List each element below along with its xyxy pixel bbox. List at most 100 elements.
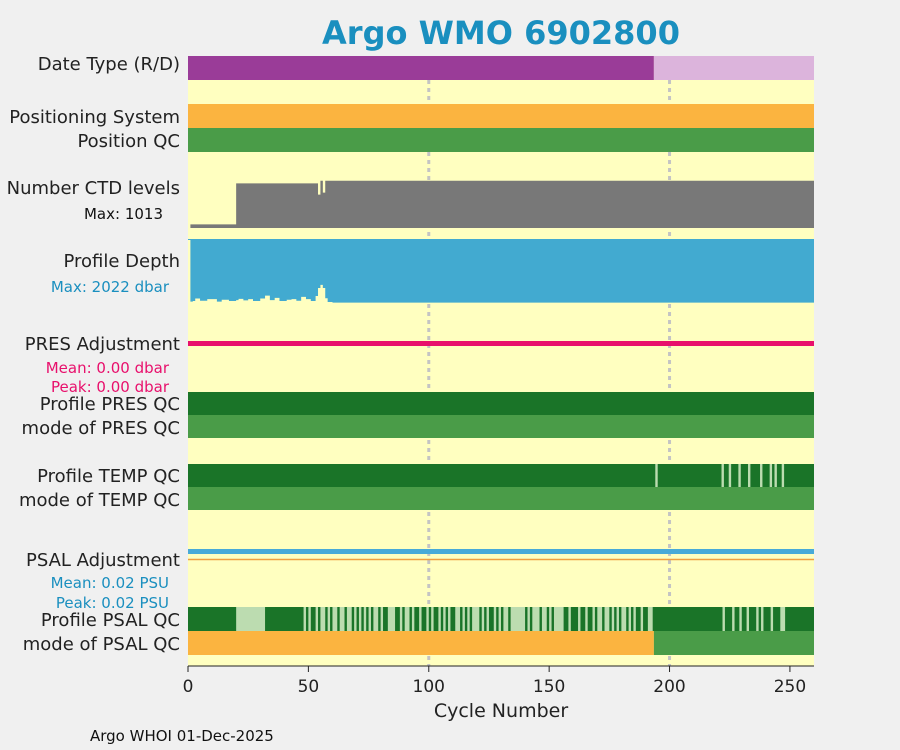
profile-psal-qc-flag xyxy=(387,607,396,631)
profile-psal-qc-flag xyxy=(493,607,497,631)
footer-credit: Argo WHOI 01-Dec-2025 xyxy=(90,727,274,745)
position-qc-segment xyxy=(188,128,814,152)
profile-psal-qc-flag xyxy=(380,607,384,631)
profile-psal-qc-flag xyxy=(756,607,759,631)
profile-psal-qc-flag xyxy=(633,607,636,631)
label-psal-adjustment: PSAL Adjustment xyxy=(26,550,180,571)
ctd-levels-series xyxy=(190,180,814,228)
profile-psal-qc-flag xyxy=(611,607,615,631)
profile-psal-qc-flag xyxy=(448,607,451,631)
profile-temp-qc-flag xyxy=(781,464,785,487)
chart-title: Argo WMO 6902800 xyxy=(322,14,680,52)
profile-psal-qc-flag xyxy=(472,607,480,631)
profile-psal-qc-flag xyxy=(592,607,595,631)
profile-psal-qc-flag xyxy=(761,607,764,631)
label-pres-adjustment: PRES Adjustment xyxy=(25,334,180,355)
profile-psal-qc-flag xyxy=(404,607,410,631)
profile-psal-qc-flag xyxy=(426,607,429,631)
x-axis: 0 50 100 150 200 250 xyxy=(183,665,814,697)
profile-temp-qc-flag xyxy=(721,464,724,487)
profile-psal-qc-flag xyxy=(628,607,632,631)
mode-psal-qc-segment xyxy=(188,631,654,655)
profile-psal-qc-flag xyxy=(604,607,610,631)
profile-psal-qc-flag xyxy=(327,607,331,631)
profile-psal-qc-flag xyxy=(568,607,571,631)
profile-psal-qc-flag xyxy=(770,607,774,631)
mode-pres-qc-segment xyxy=(188,415,814,438)
x-tick-label: 50 xyxy=(298,677,320,697)
label-profile-pres-qc: Profile PRES QC xyxy=(40,394,180,415)
profile-psal-qc-flag xyxy=(553,607,564,631)
date-type-segment xyxy=(653,56,814,80)
profile-psal-qc-flag xyxy=(236,607,266,631)
profile-temp-qc-flag xyxy=(738,464,741,487)
profile-psal-qc-flag xyxy=(368,607,371,631)
cycle-gridlines xyxy=(427,56,672,666)
profile-psal-qc-flag xyxy=(455,607,461,631)
label-date-type: Date Type (R/D) xyxy=(38,54,180,75)
profile-psal-qc-flag xyxy=(722,607,725,631)
profile-psal-qc-flag xyxy=(363,607,367,631)
profile-psal-qc-flag xyxy=(532,607,540,631)
profile-psal-qc-flag xyxy=(462,607,465,631)
plot-area xyxy=(188,56,814,666)
profile-psal-qc-flag xyxy=(354,607,357,631)
label-ctd-levels: Number CTD levels xyxy=(7,178,180,199)
profile-psal-qc-flag xyxy=(647,607,653,631)
profile-psal-qc-flag xyxy=(597,607,603,631)
profile-temp-qc-segment xyxy=(188,464,814,487)
profile-temp-qc-flag xyxy=(774,464,777,487)
label-positioning-system: Positioning System xyxy=(9,107,180,128)
date-type-segment xyxy=(188,56,654,80)
profile-psal-qc-flag xyxy=(308,607,311,631)
profile-psal-qc-flag xyxy=(578,607,581,631)
mode-temp-qc-segment xyxy=(188,487,814,510)
profile-psal-qc-flag xyxy=(431,607,434,631)
row-labels: Date Type (R/D) Positioning System Posit… xyxy=(7,54,180,655)
x-tick-label: 0 xyxy=(183,677,194,697)
x-tick-label: 100 xyxy=(413,677,445,697)
profile-psal-qc-flag xyxy=(746,607,749,631)
label-mode-psal-qc: mode of PSAL QC xyxy=(23,634,180,655)
profile-temp-qc-flag xyxy=(760,464,763,487)
profile-psal-qc-flag xyxy=(481,607,485,631)
profile-psal-qc-flag xyxy=(780,607,786,631)
pres-adjustment-peak: Peak: 0.00 dbar xyxy=(51,378,170,396)
x-tick-label: 250 xyxy=(774,677,806,697)
profile-temp-qc-flag xyxy=(728,464,732,487)
profile-psal-qc-flag xyxy=(527,607,530,631)
profile-psal-qc-flag xyxy=(303,607,306,631)
label-profile-temp-qc: Profile TEMP QC xyxy=(37,466,180,487)
x-axis-title: Cycle Number xyxy=(434,700,568,722)
label-position-qc: Position QC xyxy=(77,131,180,152)
profile-psal-qc-flag xyxy=(732,607,735,631)
profile-temp-qc-flag xyxy=(655,464,658,487)
profile-psal-qc-flag xyxy=(621,607,627,631)
profile-psal-qc-flag xyxy=(486,607,489,631)
profile-pres-qc-segment xyxy=(188,392,814,415)
profile-psal-qc-flag xyxy=(541,607,547,631)
profile-psal-qc-flag xyxy=(467,607,470,631)
profile-psal-qc-flag xyxy=(585,607,588,631)
profile-psal-qc-flag xyxy=(411,607,415,631)
label-mode-pres-qc: mode of PRES QC xyxy=(22,418,180,439)
profile-psal-qc-flag xyxy=(315,607,319,631)
positioning-system-segment xyxy=(188,104,814,128)
profile-psal-qc-flag xyxy=(616,607,619,631)
profile-depth-max: Max: 2022 dbar xyxy=(51,278,170,296)
profile-psal-qc-flag xyxy=(320,607,326,631)
psal-adjustment-peak: Peak: 0.02 PSU xyxy=(56,594,169,612)
profile-psal-qc-flag xyxy=(739,607,742,631)
profile-psal-qc-flag xyxy=(346,607,352,631)
profile-psal-qc-flag xyxy=(510,607,526,631)
x-tick-label: 150 xyxy=(533,677,565,697)
profile-psal-qc-flag xyxy=(373,607,379,631)
profile-temp-qc-flag xyxy=(769,464,773,487)
profile-psal-qc-flag xyxy=(438,607,441,631)
psal-adjustment-mean: Mean: 0.02 PSU xyxy=(51,574,169,592)
label-profile-depth: Profile Depth xyxy=(63,251,180,272)
profile-psal-qc-flag xyxy=(339,607,345,631)
profile-psal-qc-flag xyxy=(549,607,552,631)
profile-psal-qc-flag xyxy=(640,607,644,631)
